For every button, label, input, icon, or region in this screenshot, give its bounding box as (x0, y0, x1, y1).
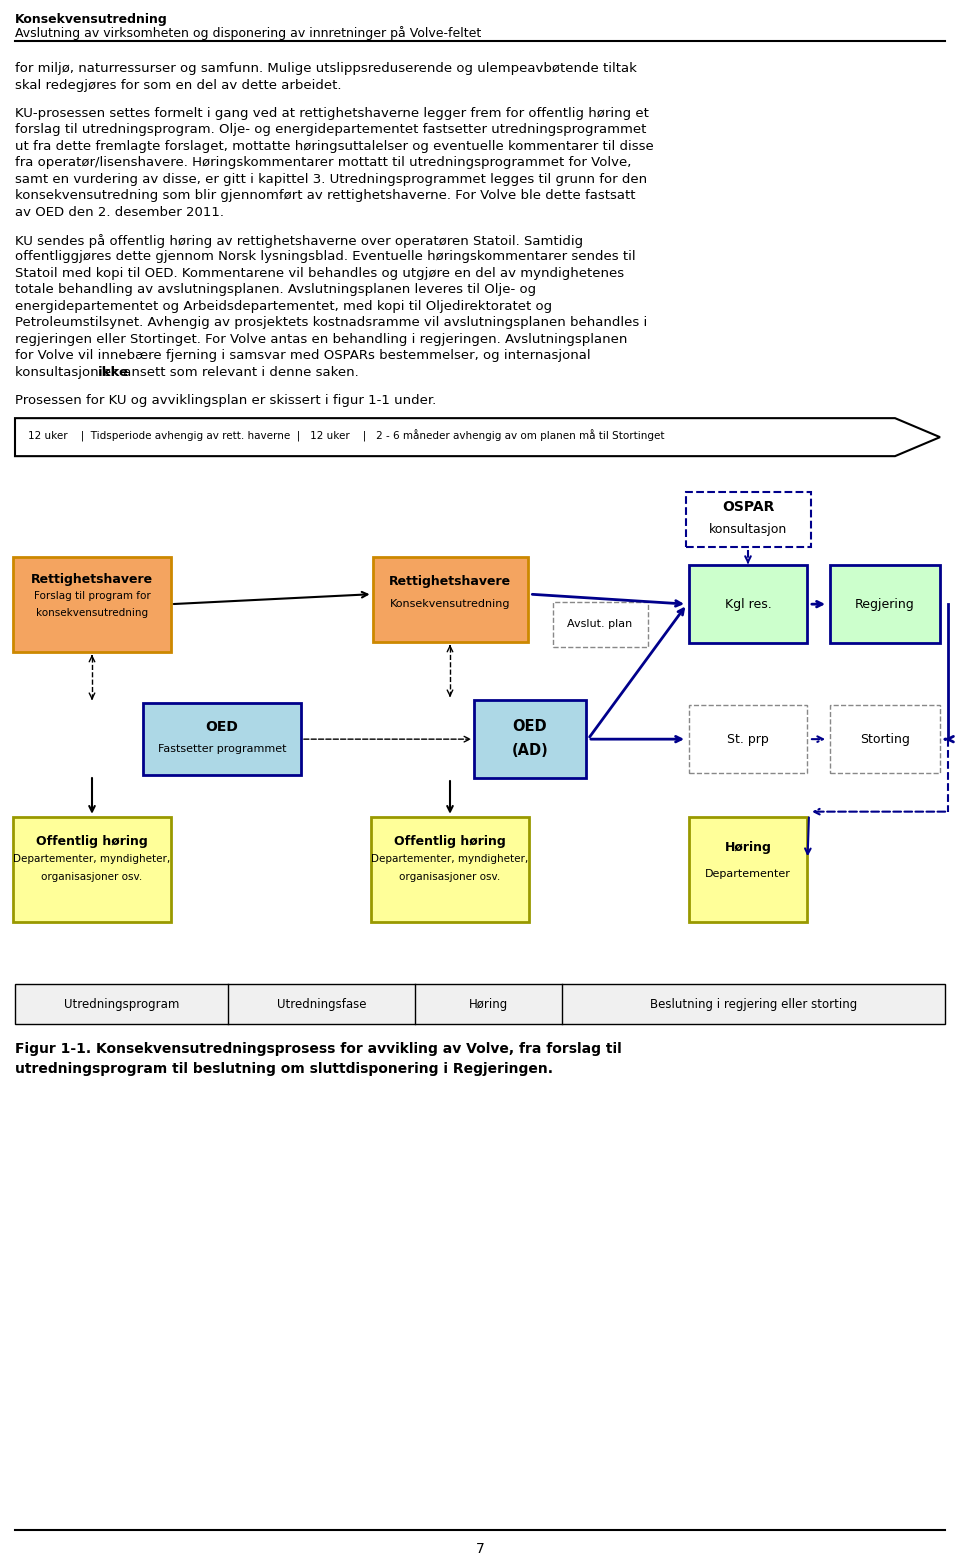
FancyBboxPatch shape (689, 566, 807, 644)
Text: utredningsprogram til beslutning om sluttdisponering i Regjeringen.: utredningsprogram til beslutning om slut… (15, 1062, 553, 1076)
Text: Departementer: Departementer (705, 870, 791, 879)
FancyBboxPatch shape (689, 817, 807, 921)
Text: 7: 7 (475, 1542, 485, 1556)
Polygon shape (15, 418, 940, 457)
Text: Storting: Storting (860, 733, 910, 745)
Text: forslag til utredningsprogram. Olje- og energidepartementet fastsetter utredning: forslag til utredningsprogram. Olje- og … (15, 123, 646, 136)
FancyBboxPatch shape (830, 705, 940, 773)
Text: Rettighetshavere: Rettighetshavere (389, 575, 511, 588)
Text: Departementer, myndigheter,: Departementer, myndigheter, (372, 854, 529, 864)
FancyBboxPatch shape (13, 557, 171, 652)
Text: samt en vurdering av disse, er gitt i kapittel 3. Utredningsprogrammet legges ti: samt en vurdering av disse, er gitt i ka… (15, 173, 647, 186)
Text: regjeringen eller Stortinget. For Volve antas en behandling i regjeringen. Avslu: regjeringen eller Stortinget. For Volve … (15, 332, 628, 346)
Text: Regjering: Regjering (855, 597, 915, 611)
Text: Kgl res.: Kgl res. (725, 597, 772, 611)
Text: Fastsetter programmet: Fastsetter programmet (157, 744, 286, 755)
Text: for miljø, naturressurser og samfunn. Mulige utslippsreduserende og ulempeavbøte: for miljø, naturressurser og samfunn. Mu… (15, 62, 636, 75)
Text: konsultasjon: konsultasjon (708, 522, 787, 536)
Text: Rettighetshavere: Rettighetshavere (31, 572, 153, 586)
FancyBboxPatch shape (143, 703, 301, 775)
Text: fra operatør/lisenshavere. Høringskommentarer mottatt til utredningsprogrammet f: fra operatør/lisenshavere. Høringskommen… (15, 156, 632, 168)
Text: konsultasjon er: konsultasjon er (15, 366, 121, 379)
Text: energidepartementet og Arbeidsdepartementet, med kopi til Oljedirektoratet og: energidepartementet og Arbeidsdepartemen… (15, 299, 552, 313)
Text: Høring: Høring (725, 840, 772, 854)
FancyBboxPatch shape (553, 602, 647, 647)
Text: Konsekvensutredning: Konsekvensutredning (390, 599, 511, 610)
FancyBboxPatch shape (474, 700, 586, 778)
Text: KU sendes på offentlig høring av rettighetshaverne over operatøren Statoil. Samt: KU sendes på offentlig høring av rettigh… (15, 234, 583, 248)
FancyBboxPatch shape (830, 566, 940, 644)
Text: Beslutning i regjering eller storting: Beslutning i regjering eller storting (650, 998, 857, 1010)
FancyBboxPatch shape (15, 984, 945, 1024)
Text: organisasjoner osv.: organisasjoner osv. (399, 871, 500, 882)
Text: Avslutning av virksomheten og disponering av innretninger på Volve-feltet: Avslutning av virksomheten og disponerin… (15, 27, 481, 41)
Text: offentliggjøres dette gjennom Norsk lysningsblad. Eventuelle høringskommentarer : offentliggjøres dette gjennom Norsk lysn… (15, 249, 636, 263)
Text: ansett som relevant i denne saken.: ansett som relevant i denne saken. (119, 366, 359, 379)
Text: Petroleumstilsynet. Avhengig av prosjektets kostnadsramme vil avslutningsplanen : Petroleumstilsynet. Avhengig av prosjekt… (15, 316, 647, 329)
FancyBboxPatch shape (372, 557, 527, 642)
Text: av OED den 2. desember 2011.: av OED den 2. desember 2011. (15, 206, 224, 218)
Text: Forslag til program for: Forslag til program for (34, 591, 151, 602)
Text: skal redegjøres for som en del av dette arbeidet.: skal redegjøres for som en del av dette … (15, 78, 342, 92)
Text: 12 uker    |  Tidsperiode avhengig av rett. haverne  |   12 uker    |   2 - 6 må: 12 uker | Tidsperiode avhengig av rett. … (28, 430, 664, 443)
FancyBboxPatch shape (685, 491, 810, 547)
Text: ut fra dette fremlagte forslaget, mottatte høringsuttalelser og eventuelle komme: ut fra dette fremlagte forslaget, mottat… (15, 140, 654, 153)
Text: ikke: ikke (98, 366, 130, 379)
Text: for Volve vil innebære fjerning i samsvar med OSPARs bestemmelser, og internasjo: for Volve vil innebære fjerning i samsva… (15, 349, 590, 362)
Text: (AD): (AD) (512, 742, 548, 758)
Text: Departementer, myndigheter,: Departementer, myndigheter, (13, 854, 171, 864)
Text: KU-prosessen settes formelt i gang ved at rettighetshaverne legger frem for offe: KU-prosessen settes formelt i gang ved a… (15, 106, 649, 120)
Text: Offentlig høring: Offentlig høring (36, 834, 148, 848)
Text: Figur 1-1. Konsekvensutredningsprosess for avvikling av Volve, fra forslag til: Figur 1-1. Konsekvensutredningsprosess f… (15, 1041, 622, 1055)
Text: Avslut. plan: Avslut. plan (567, 619, 633, 630)
Text: OED: OED (205, 720, 238, 734)
Text: konsekvensutredning: konsekvensutredning (36, 608, 148, 619)
Text: Utredningsprogram: Utredningsprogram (63, 998, 180, 1010)
Text: konsekvensutredning som blir gjennomført av rettighetshaverne. For Volve ble det: konsekvensutredning som blir gjennomført… (15, 189, 636, 203)
Text: St. prp: St. prp (727, 733, 769, 745)
Text: organisasjoner osv.: organisasjoner osv. (41, 871, 143, 882)
Text: Statoil med kopi til OED. Kommentarene vil behandles og utgjøre en del av myndig: Statoil med kopi til OED. Kommentarene v… (15, 267, 624, 279)
Text: OED: OED (513, 719, 547, 734)
Text: OSPAR: OSPAR (722, 500, 774, 514)
FancyBboxPatch shape (371, 817, 529, 921)
FancyBboxPatch shape (689, 705, 807, 773)
Text: Utredningsfase: Utredningsfase (276, 998, 367, 1010)
Text: totale behandling av avslutningsplanen. Avslutningsplanen leveres til Olje- og: totale behandling av avslutningsplanen. … (15, 284, 536, 296)
FancyBboxPatch shape (13, 817, 171, 921)
Text: Høring: Høring (468, 998, 508, 1010)
Text: Prosessen for KU og avviklingsplan er skissert i figur 1-1 under.: Prosessen for KU og avviklingsplan er sk… (15, 394, 436, 407)
Text: Konsekvensutredning: Konsekvensutredning (15, 12, 168, 27)
Text: Offentlig høring: Offentlig høring (395, 834, 506, 848)
